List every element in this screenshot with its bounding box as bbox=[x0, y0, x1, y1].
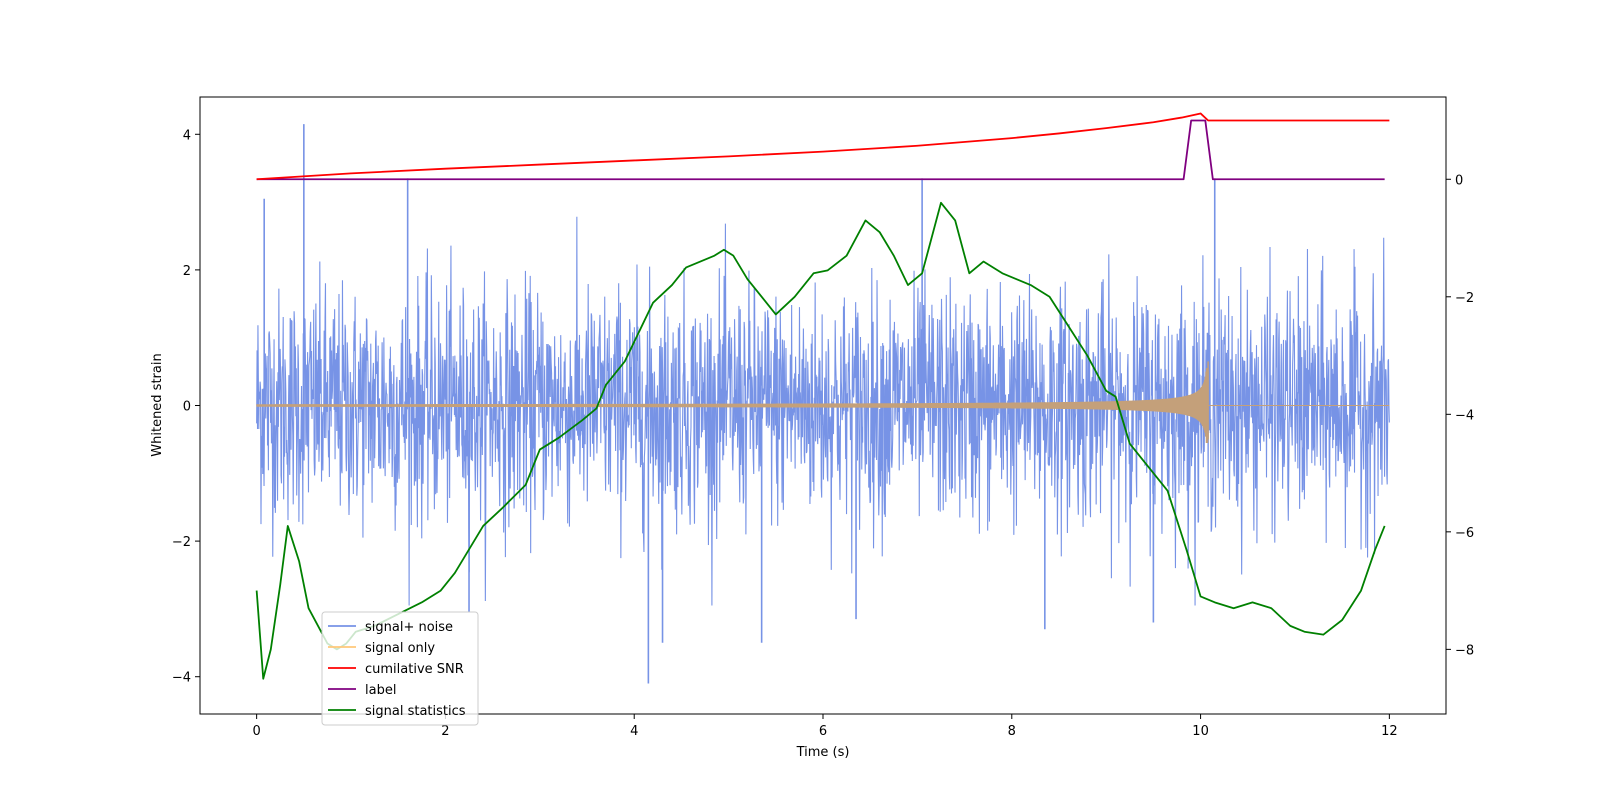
x-tick-label: 2 bbox=[441, 724, 449, 739]
cumilative-snr-line bbox=[256, 112, 1390, 181]
y-left-tick-label: 2 bbox=[183, 264, 191, 279]
signal-plus-noise-line bbox=[256, 216, 1390, 606]
x-tick-label: 12 bbox=[1381, 724, 1398, 739]
legend-entry-label: label bbox=[365, 683, 396, 698]
y-left-tick-label: 4 bbox=[183, 128, 191, 143]
x-tick-label: 0 bbox=[252, 724, 260, 739]
legend-entry-label: signal statistics bbox=[365, 704, 466, 719]
y-left-tick-label: −4 bbox=[172, 671, 191, 686]
y-right-tick-label: −4 bbox=[1455, 408, 1474, 423]
legend-entry-label: signal only bbox=[365, 641, 435, 656]
y-right-tick-label: −6 bbox=[1455, 526, 1474, 541]
y-right-tick-label: −2 bbox=[1455, 291, 1474, 306]
x-tick-label: 4 bbox=[630, 724, 638, 739]
x-axis-label: Time (s) bbox=[796, 745, 850, 760]
legend: signal+ noise signal only cumilative SNR la… bbox=[321, 611, 479, 726]
label-line bbox=[256, 119, 1385, 181]
x-tick-label: 10 bbox=[1192, 724, 1209, 739]
y-left-tick-label: −2 bbox=[172, 535, 191, 550]
legend-entry-label: cumilative SNR bbox=[365, 662, 464, 677]
y-right-tick-label: −8 bbox=[1455, 643, 1474, 658]
signal-only-series bbox=[256, 361, 1390, 443]
axis-ticks: 0 2 4 6 8 10 12 −4 −2 0 2 4 −8 −6 −4 −2 0 bbox=[172, 128, 1474, 739]
signal-plus-noise-series bbox=[256, 124, 1390, 684]
y-left-tick-label: 0 bbox=[183, 400, 191, 415]
y-axis-label: Whitened strain bbox=[150, 353, 165, 456]
x-tick-label: 8 bbox=[1008, 724, 1016, 739]
legend-entry-label: signal+ noise bbox=[365, 620, 453, 635]
legend-box bbox=[321, 611, 479, 726]
y-right-tick-label: 0 bbox=[1455, 173, 1463, 188]
x-tick-label: 6 bbox=[819, 724, 827, 739]
signal-only-line bbox=[256, 368, 1390, 443]
